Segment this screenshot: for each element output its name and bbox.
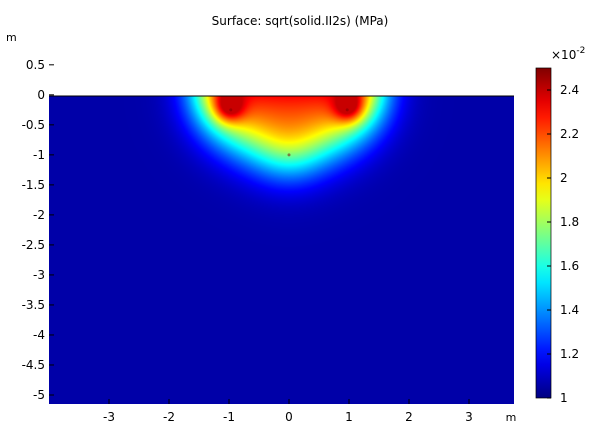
y-tick-label: -2	[33, 208, 45, 222]
colorbar-tick-label: 2.4	[560, 83, 579, 97]
y-tick-label: -3.5	[22, 298, 45, 312]
y-tick-label: 0.5	[26, 58, 45, 72]
y-tick-label: -3	[33, 268, 45, 282]
colorbar-tick-label: 2	[560, 171, 568, 185]
colorbar-multiplier: ×10-2	[551, 46, 585, 62]
colorbar-tick-label: 1	[560, 391, 568, 405]
colorbar-tick-label: 2.2	[560, 127, 579, 141]
colorbar-exponent: -2	[576, 46, 585, 56]
colorbar-tick-label: 1.2	[560, 347, 579, 361]
x-tick-label: -1	[223, 410, 235, 424]
y-tick-label: -1.5	[22, 178, 45, 192]
field-canvas-wrapper	[49, 96, 514, 404]
colorbar: ×10-2 1 1.2 1.4 1.6 1.8 2 2.2 2.4	[535, 46, 585, 405]
y-tick-label: -0.5	[22, 118, 45, 132]
stress-peak-point	[345, 108, 349, 112]
colorbar-gradient	[535, 67, 552, 399]
stress-peak-point	[229, 108, 233, 112]
x-tick-label: -3	[103, 410, 115, 424]
y-axis-unit: m	[6, 31, 17, 44]
colorbar-tick-label: 1.4	[560, 303, 579, 317]
x-tick-label: 2	[405, 410, 413, 424]
y-tick-label: -5	[33, 388, 45, 402]
x-axis-ticks: -3 -2 -1 0 1 2 3	[103, 399, 473, 424]
y-tick-label: -4.5	[22, 358, 45, 372]
y-axis-ticks: 0.5 0 -0.5 -1 -1.5 -2 -2.5 -3 -3.5 -4 -4.5 -5	[22, 58, 54, 402]
x-axis-unit: m	[506, 411, 517, 424]
chart-title: Surface: sqrt(solid.II2s) (MPa)	[212, 14, 389, 28]
y-tick-label: -2.5	[22, 238, 45, 252]
x-tick-label: 1	[345, 410, 353, 424]
y-tick-label: 0	[37, 88, 45, 102]
colorbar-tick-label: 1.6	[560, 259, 579, 273]
x-tick-label: -2	[163, 410, 175, 424]
y-tick-label: -1	[33, 148, 45, 162]
stress-field-image	[49, 96, 514, 404]
y-tick-label: -4	[33, 328, 45, 342]
colorbar-ticks: 1 1.2 1.4 1.6 1.8 2 2.2 2.4	[547, 83, 579, 405]
x-tick-label: 3	[465, 410, 473, 424]
x-tick-label: 0	[285, 410, 293, 424]
colorbar-tick-label: 1.8	[560, 215, 579, 229]
stress-peak-point	[287, 153, 291, 157]
